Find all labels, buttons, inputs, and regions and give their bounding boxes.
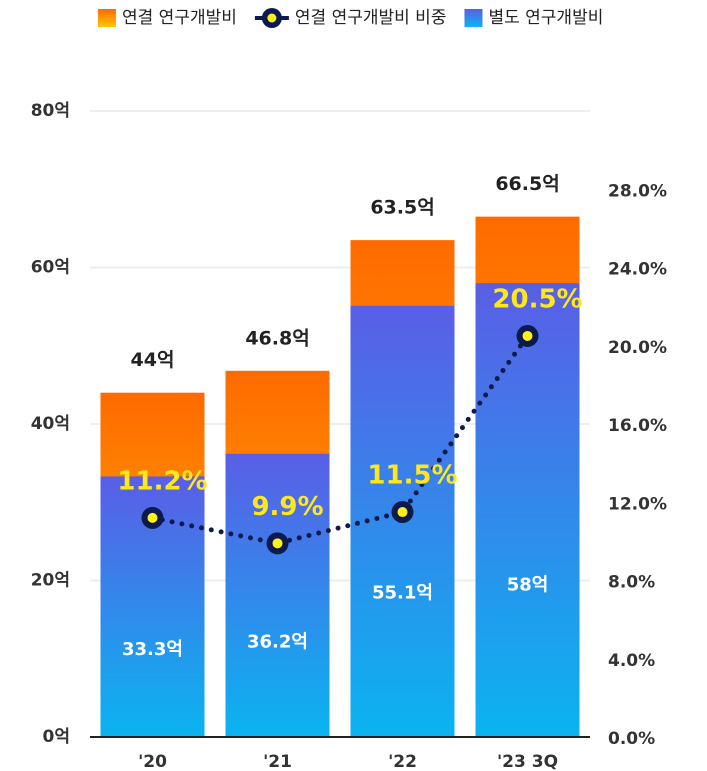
y2-tick-label: 8.0%	[608, 573, 655, 593]
y-tick-label: 40억	[31, 414, 70, 434]
y2-tick-label: 16.0%	[608, 416, 667, 436]
bar	[225, 453, 330, 737]
legend-label: 연결 연구개발비 비중	[295, 8, 447, 28]
y-tick-label: 60억	[31, 258, 70, 278]
line-label: 11.2%	[117, 466, 207, 496]
line-marker-dot	[522, 330, 533, 341]
y2-tick-label: 4.0%	[608, 651, 655, 671]
bar	[475, 283, 580, 737]
y-tick-label: 20억	[31, 571, 70, 591]
line-label: 9.9%	[251, 492, 323, 522]
total-label: 63.5억	[370, 197, 434, 219]
x-tick-label: '22	[388, 752, 417, 771]
x-tick-label: '20	[138, 752, 167, 771]
legend-marker-dot	[267, 13, 277, 23]
line-label: 20.5%	[492, 284, 582, 314]
x-tick-label: '21	[263, 752, 292, 771]
legend-label: 별도 연구개발비	[488, 8, 603, 28]
line	[150, 333, 530, 546]
y-tick-label: 0억	[43, 727, 70, 747]
y2-tick-label: 0.0%	[608, 729, 655, 749]
legend-label: 연결 연구개발비	[122, 8, 237, 28]
line-marker-dot	[397, 507, 408, 518]
y2-tick-label: 24.0%	[608, 260, 667, 280]
bar-label: 55.1억	[372, 582, 433, 603]
y2-tick-label: 12.0%	[608, 494, 667, 514]
total-label: 44억	[131, 349, 175, 371]
x-tick-label: '23 3Q	[497, 752, 558, 771]
line-marker-dot	[147, 512, 158, 523]
y2-tick-label: 20.0%	[608, 338, 667, 358]
line-marker-dot	[272, 538, 283, 549]
total-label: 46.8억	[245, 327, 309, 349]
bar-label: 36.2억	[247, 632, 308, 653]
bar-label: 58억	[507, 575, 549, 596]
y2-tick-label: 28.0%	[608, 181, 667, 201]
legend-swatch	[464, 9, 483, 27]
legend-swatch	[98, 9, 116, 27]
y-tick-label: 80억	[31, 101, 70, 121]
total-label: 66.5억	[495, 173, 559, 195]
bar-label: 33.3억	[122, 639, 183, 660]
line-label: 11.5%	[367, 461, 457, 491]
